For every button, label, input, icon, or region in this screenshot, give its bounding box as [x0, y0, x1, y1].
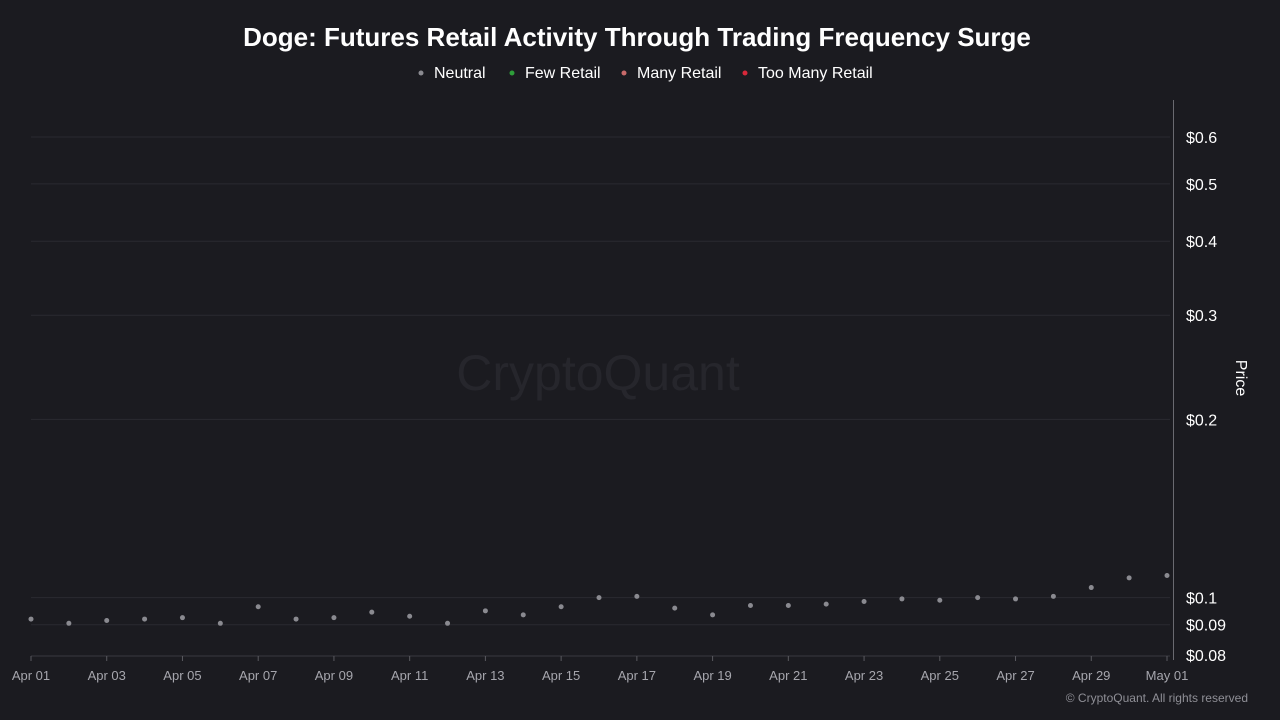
- x-tick-label: Apr 29: [1072, 668, 1110, 683]
- y-tick-label: $0.3: [1186, 308, 1217, 325]
- data-point: [255, 604, 261, 610]
- data-point: [28, 616, 34, 622]
- x-tick-label: Apr 07: [239, 668, 277, 683]
- chart-title: Doge: Futures Retail Activity Through Tr…: [243, 22, 1031, 52]
- y-tick-label: $0.09: [1186, 618, 1226, 635]
- legend: Neutral Few Retail Many Retail Too Many Ret…: [418, 65, 873, 82]
- data-point: [861, 599, 867, 605]
- data-point: [520, 612, 526, 618]
- data-point: [1164, 572, 1170, 578]
- x-tick-label: Apr 17: [618, 668, 656, 683]
- x-tick-label: May 01: [1146, 668, 1189, 683]
- x-tick-label: Apr 23: [845, 668, 883, 683]
- x-tick-label: Apr 05: [163, 668, 201, 683]
- copyright: © CryptoQuant. All rights reserved: [1066, 691, 1248, 705]
- x-tick-label: Apr 27: [996, 668, 1034, 683]
- data-point: [672, 605, 678, 611]
- y-tick-label: $0.4: [1186, 234, 1217, 251]
- data-points: [28, 572, 1170, 626]
- legend-marker-2: [621, 70, 627, 76]
- data-point: [179, 615, 185, 621]
- data-point: [899, 596, 905, 602]
- data-point: [596, 595, 602, 601]
- legend-marker-3: [742, 70, 748, 76]
- y-tick-label: $0.6: [1186, 130, 1217, 147]
- x-tick-label: Apr 11: [391, 668, 428, 683]
- data-point: [217, 620, 223, 626]
- data-point: [634, 593, 640, 599]
- data-point: [104, 617, 110, 623]
- data-point: [1088, 585, 1094, 591]
- y-axis-label: Price: [1232, 360, 1249, 397]
- data-point: [937, 597, 943, 603]
- data-point: [710, 612, 716, 618]
- x-tick-label: Apr 01: [12, 668, 50, 683]
- data-point: [482, 608, 488, 614]
- x-axis-ticks: Apr 01 Apr 03 Apr 05 Apr 07 Apr 09 Apr 11 Apr …: [12, 655, 1189, 683]
- data-point: [445, 620, 451, 626]
- y-axis-ticks: $0.6 $0.5 $0.4 $0.3 $0.2 $0.1 $0.09 $0.08: [1186, 130, 1226, 665]
- x-tick-label: Apr 03: [88, 668, 126, 683]
- x-tick-label: Apr 21: [769, 668, 807, 683]
- legend-marker-0: [418, 70, 424, 76]
- x-tick-label: Apr 25: [921, 668, 959, 683]
- data-point: [823, 601, 829, 607]
- y-tick-label: $0.5: [1186, 177, 1217, 194]
- data-point: [369, 609, 375, 615]
- y-tick-label: $0.1: [1186, 591, 1217, 608]
- data-point: [66, 620, 72, 626]
- y-tick-label: $0.08: [1186, 648, 1226, 665]
- data-point: [293, 616, 299, 622]
- x-tick-label: Apr 19: [693, 668, 731, 683]
- data-point: [142, 616, 148, 622]
- data-point: [558, 604, 564, 610]
- data-point: [1050, 593, 1056, 599]
- y-tick-label: $0.2: [1186, 412, 1217, 429]
- legend-marker-1: [509, 70, 515, 76]
- legend-label-3: Too Many Retail: [758, 65, 873, 82]
- data-point: [785, 602, 791, 608]
- watermark: CryptoQuant: [456, 345, 740, 401]
- legend-label-0: Neutral: [434, 65, 486, 82]
- data-point: [975, 595, 981, 601]
- x-tick-label: Apr 15: [542, 668, 580, 683]
- data-point: [1013, 596, 1019, 602]
- legend-label-1: Few Retail: [525, 65, 601, 82]
- data-point: [747, 602, 753, 608]
- data-point: [407, 613, 413, 619]
- data-point: [331, 615, 337, 621]
- data-point: [1126, 575, 1132, 581]
- legend-label-2: Many Retail: [637, 65, 721, 82]
- x-tick-label: Apr 09: [315, 668, 353, 683]
- x-tick-label: Apr 13: [466, 668, 504, 683]
